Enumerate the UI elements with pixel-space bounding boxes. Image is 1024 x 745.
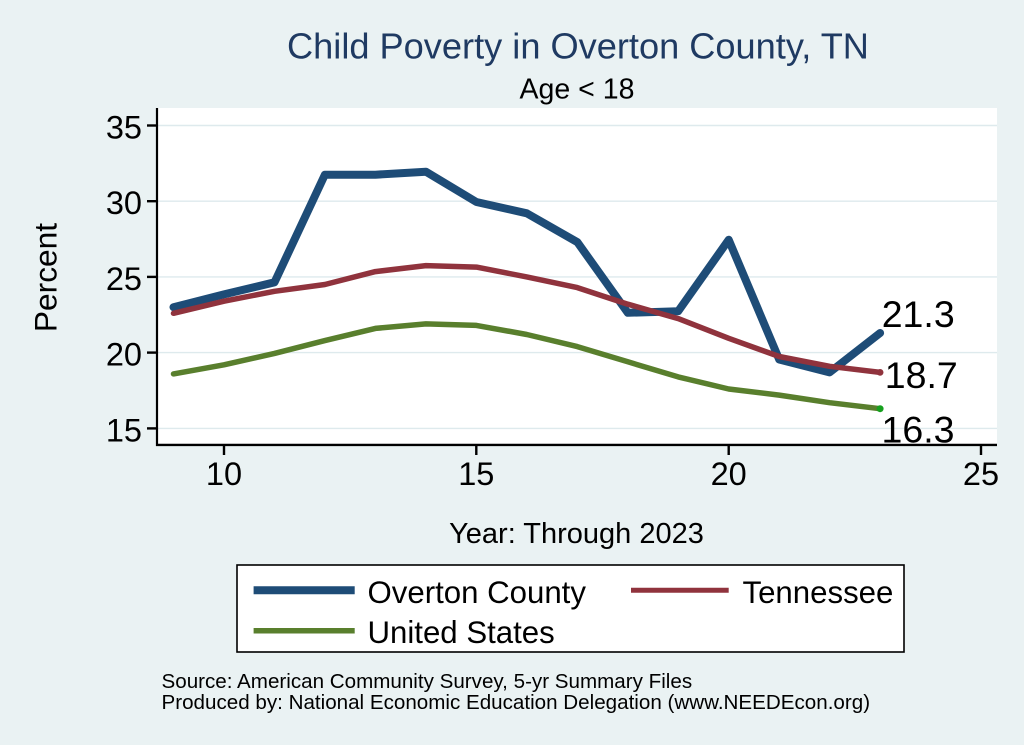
svg-text:Produced by: National Economic: Produced by: National Economic Education… (162, 691, 871, 714)
svg-text:18.7: 18.7 (885, 354, 958, 396)
svg-text:25: 25 (106, 261, 142, 297)
svg-text:United States: United States (368, 615, 555, 650)
svg-text:25: 25 (963, 456, 999, 492)
svg-text:15: 15 (458, 456, 494, 492)
svg-text:21.3: 21.3 (882, 293, 955, 335)
svg-text:15: 15 (106, 412, 142, 448)
svg-text:Tennessee: Tennessee (743, 575, 894, 610)
svg-text:10: 10 (206, 456, 242, 492)
svg-text:Percent: Percent (28, 223, 64, 332)
svg-text:Year: Through 2023: Year: Through 2023 (449, 518, 704, 550)
svg-text:Overton County: Overton County (368, 575, 587, 610)
svg-text:35: 35 (106, 110, 142, 146)
svg-text:20: 20 (711, 456, 747, 492)
svg-text:20: 20 (106, 337, 142, 373)
svg-text:Age < 18: Age < 18 (520, 73, 635, 105)
svg-text:16.3: 16.3 (882, 408, 955, 450)
svg-text:30: 30 (106, 185, 142, 221)
svg-text:Source: American Community Sur: Source: American Community Survey, 5-yr … (162, 670, 693, 693)
svg-text:Child Poverty in Overton Count: Child Poverty in Overton County, TN (287, 26, 869, 67)
